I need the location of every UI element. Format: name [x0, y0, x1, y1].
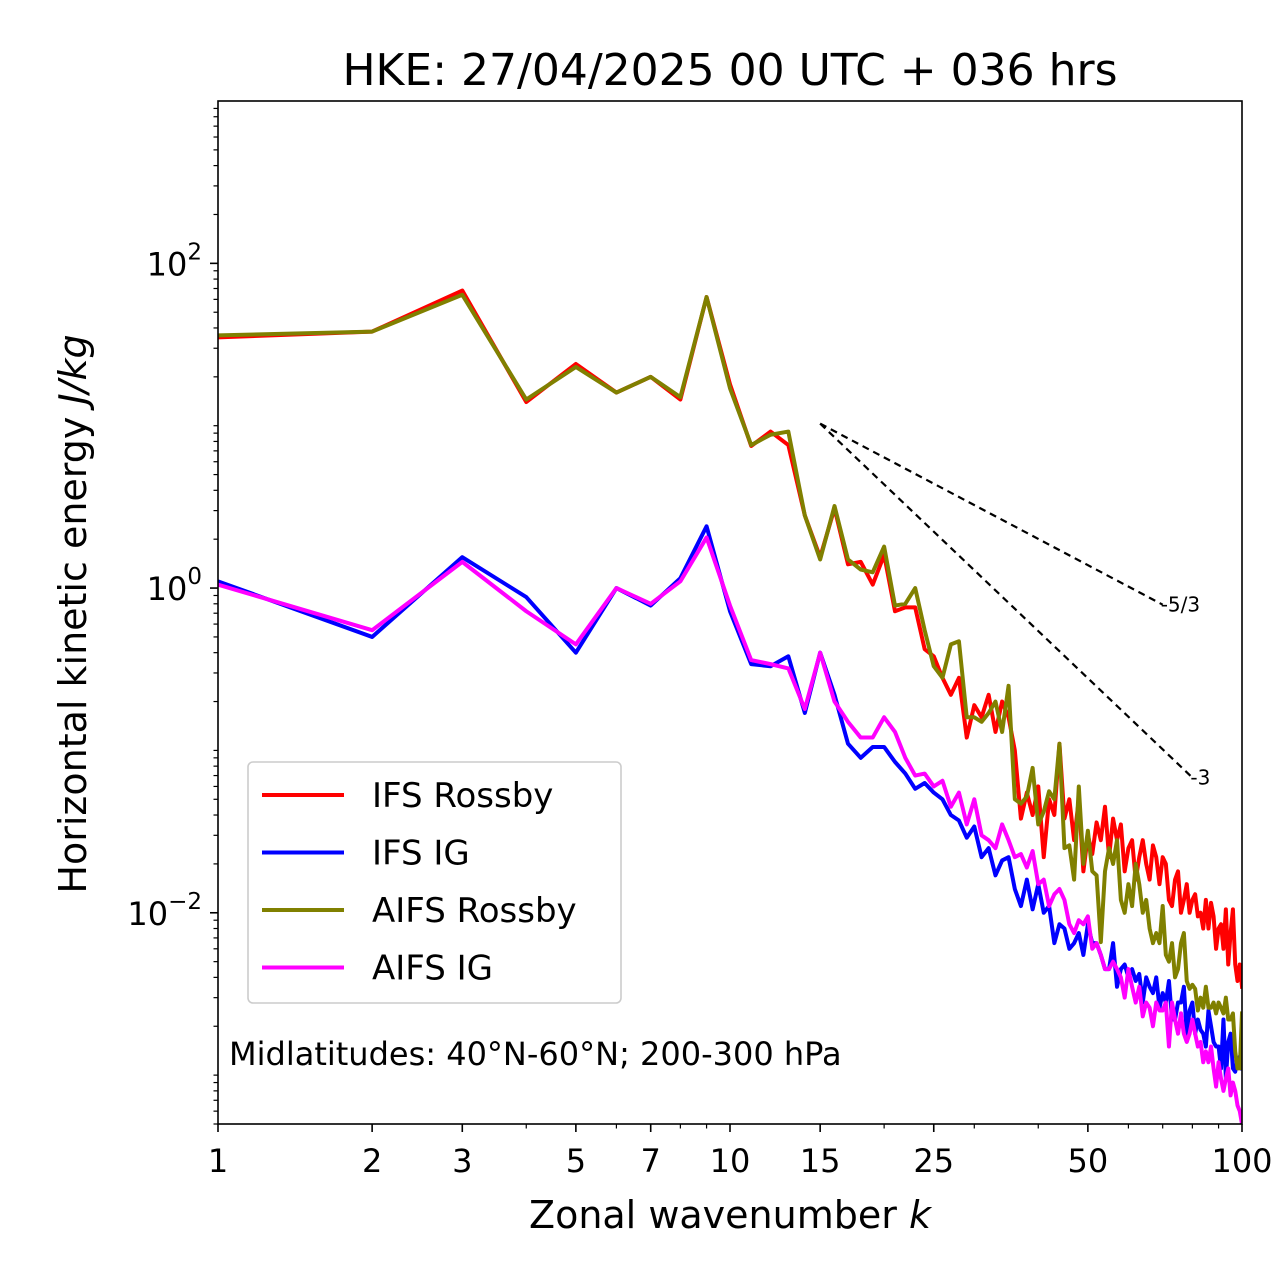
legend-box: [247, 761, 622, 1004]
x-tick-label: 1: [208, 1142, 228, 1180]
x-tick-label: 7: [641, 1142, 661, 1180]
x-tick-label: 5: [566, 1142, 586, 1180]
x-tick-label: 3: [452, 1142, 472, 1180]
y-axis-label-text: Horizontal kinetic energy: [51, 417, 95, 894]
chart-title: HKE: 27/04/2025 00 UTC + 036 hrs: [342, 45, 1117, 96]
x-tick-label: 2: [362, 1142, 382, 1180]
y-axis-label-units: J/kg: [51, 334, 95, 411]
y-axis-label: Horizontal kinetic energy J/kg: [51, 334, 95, 893]
series-layer: [218, 288, 1242, 1124]
x-tick-label: 15: [800, 1142, 841, 1180]
region-annotation: Midlatitudes: 40°N-60°N; 200-300 hPa: [229, 1035, 842, 1073]
y-axis-ticks: 10−2 100 102: [127, 107, 218, 1125]
legend: IFS Rossby IFS IG AIFS Rossby AIFS IG: [247, 761, 622, 1004]
y-tick-label: 100: [147, 564, 202, 608]
legend-entries: IFS Rossby IFS IG AIFS Rossby AIFS IG: [262, 776, 577, 989]
x-tick-label: 10: [710, 1142, 751, 1180]
y-tick-label: 10−2: [127, 889, 202, 933]
x-tick-label: 25: [913, 1142, 954, 1180]
legend-label-ifs-rossby: IFS Rossby: [372, 776, 553, 816]
y-tick-label: 102: [147, 239, 202, 283]
x-axis-label-text: Zonal wavenumber: [529, 1193, 897, 1237]
series-line-aifs-rossby: [218, 292, 1242, 1071]
reference-line-slope-5-3: [819, 422, 1164, 606]
legend-label-aifs-rossby: AIFS Rossby: [372, 891, 577, 931]
reference-lines: -5/3 -3: [819, 422, 1210, 790]
reference-line-label-3: -3: [1190, 766, 1210, 790]
x-axis-label: Zonal wavenumber k: [529, 1193, 933, 1237]
reference-line-label-5-3: -5/3: [1161, 593, 1200, 617]
legend-label-ifs-ig: IFS IG: [372, 834, 470, 874]
legend-label-aifs-ig: AIFS IG: [372, 949, 493, 989]
reference-line-slope-3: [819, 422, 1194, 779]
x-axis-ticks: 1 2 3 5 7 10 15 25 50 100: [208, 1124, 1273, 1180]
x-tick-label: 50: [1068, 1142, 1109, 1180]
x-axis-label-symbol: k: [909, 1193, 933, 1237]
x-tick-label: 100: [1211, 1142, 1272, 1180]
series-line-aifs-ig: [218, 535, 1242, 1124]
